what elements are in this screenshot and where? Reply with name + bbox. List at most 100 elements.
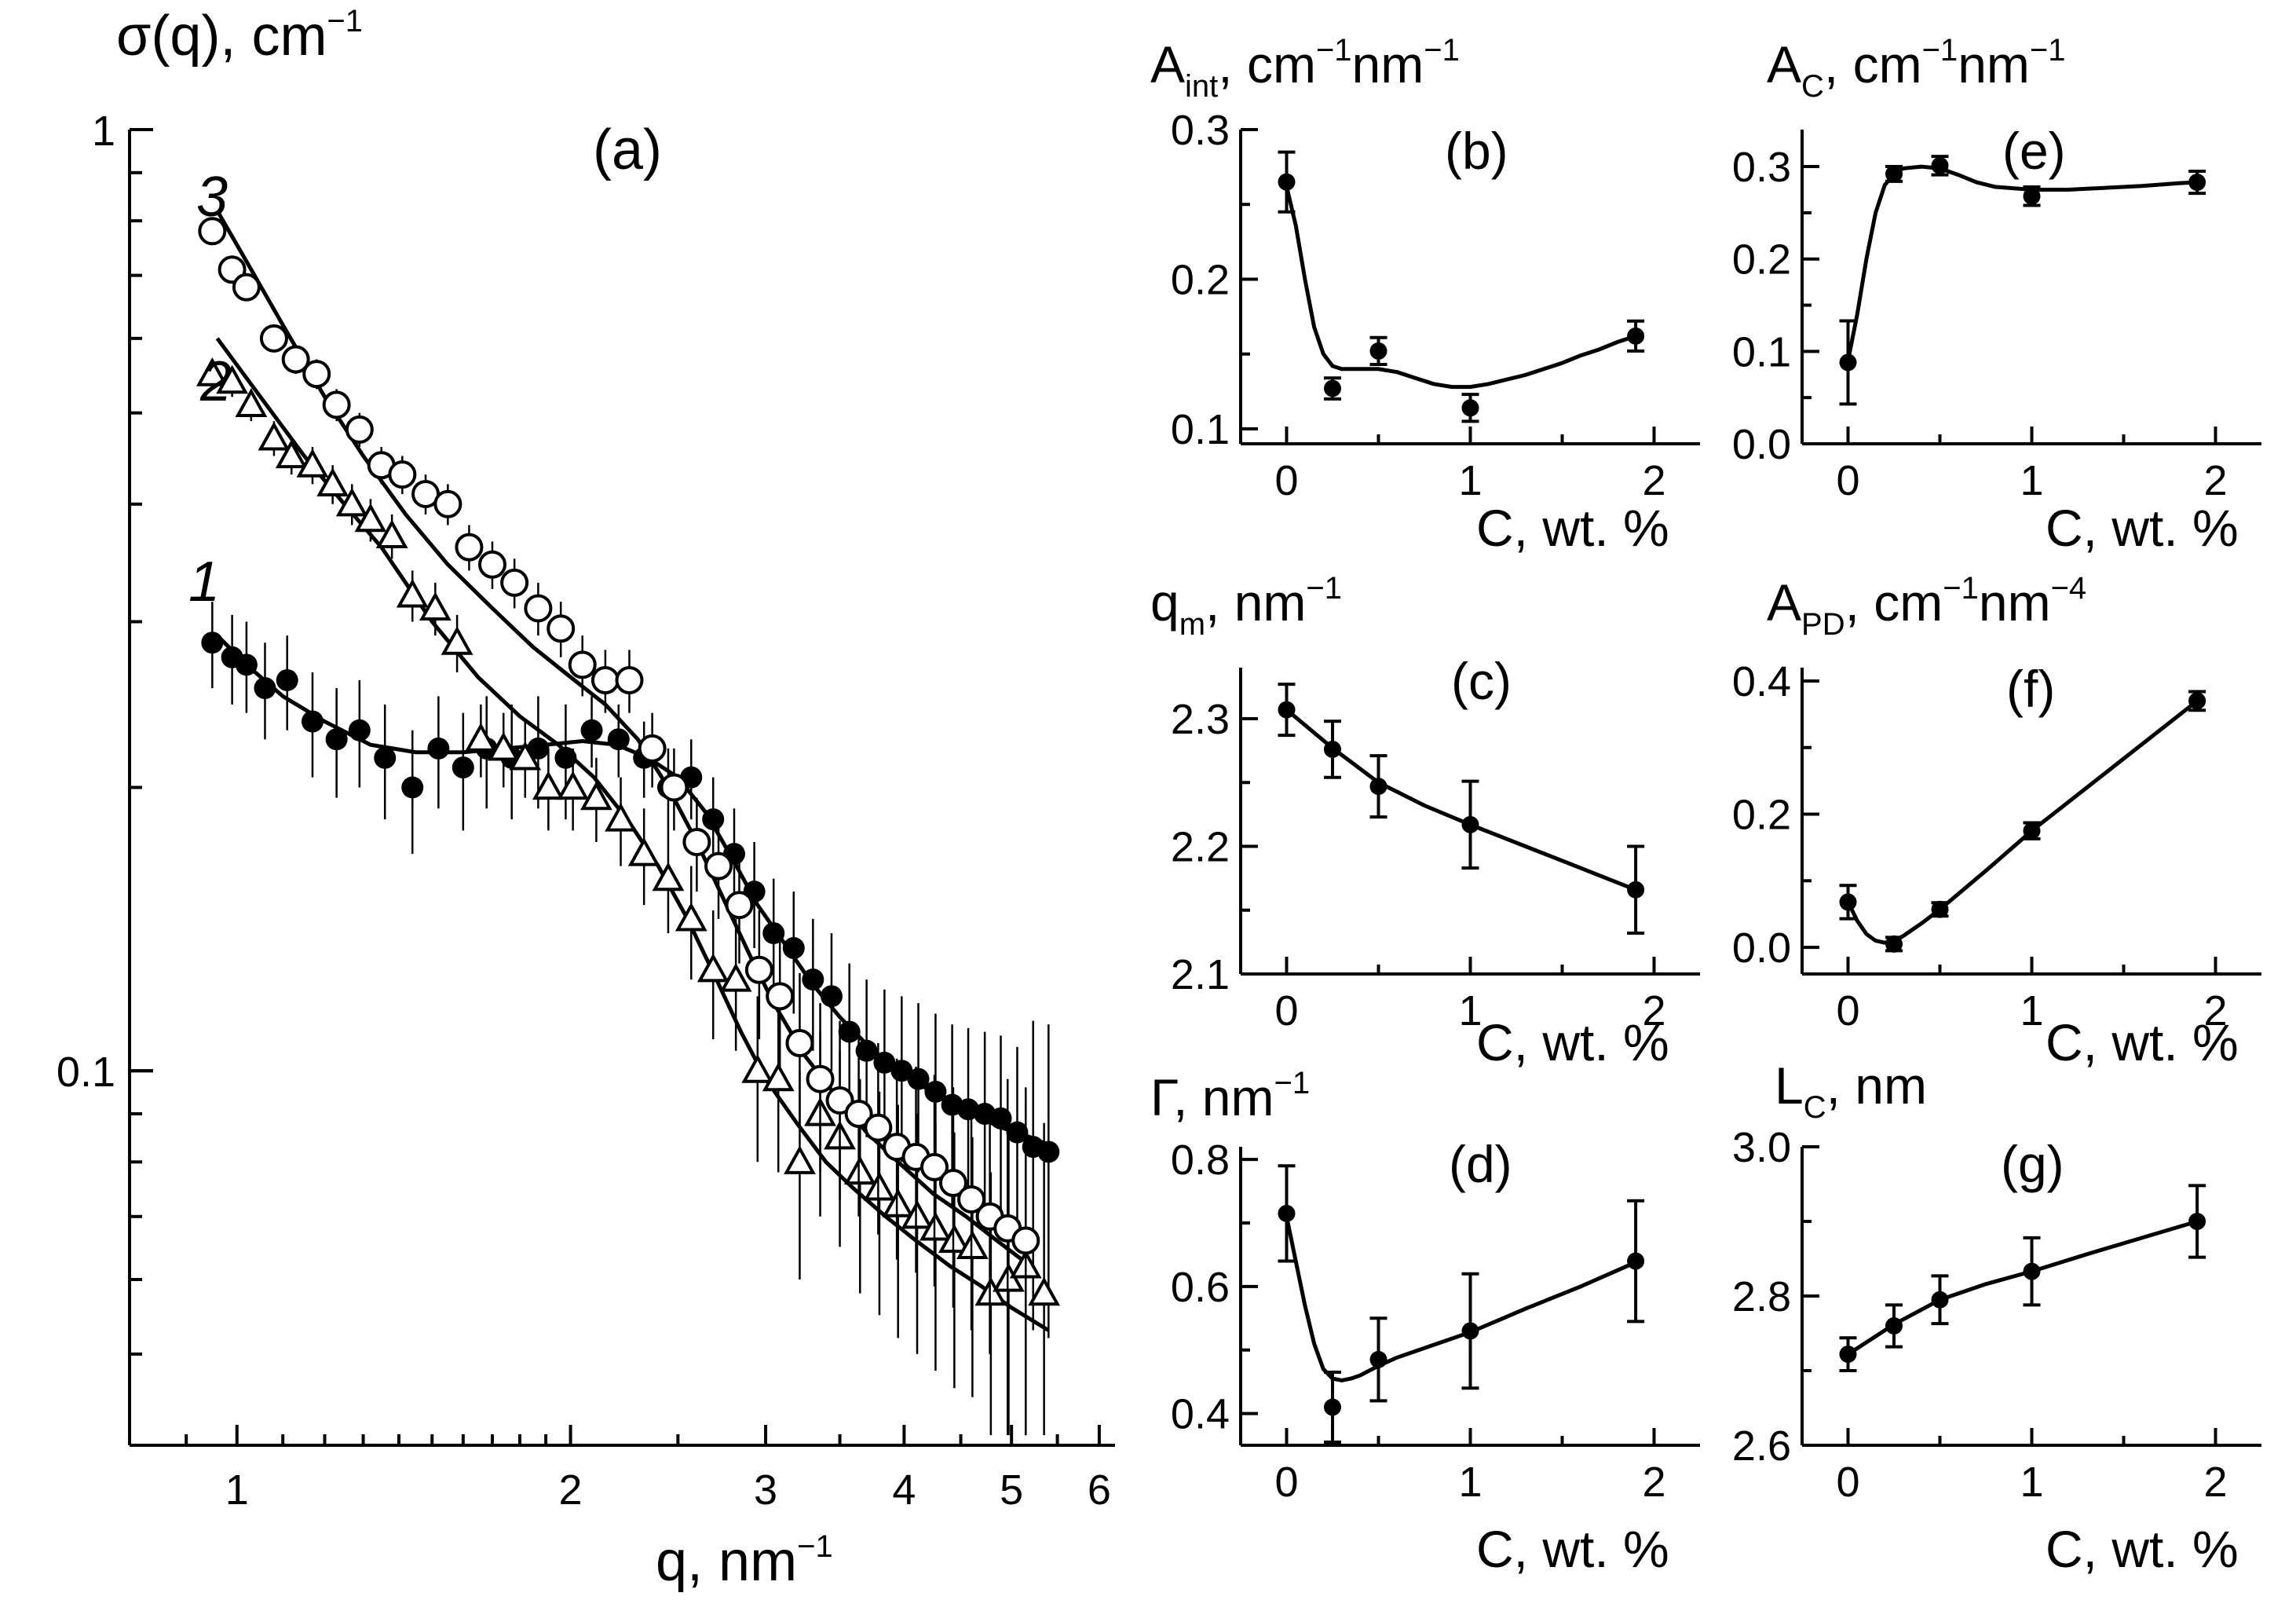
- panel-g-y-tick-label: 3.0: [1732, 1124, 1791, 1171]
- data-point-series-1: [374, 746, 397, 769]
- data-point-series-1: [762, 922, 785, 945]
- panel-e-y-tick-label: 0.1: [1732, 328, 1791, 375]
- data-point-series-3: [785, 1028, 814, 1057]
- data-point-series-3: [302, 360, 331, 389]
- panel-f-y-title: APD, cm−1nm−4: [1767, 571, 2086, 642]
- data-point-series-3: [682, 827, 711, 856]
- panel-g-y-tick-label: 2.8: [1732, 1273, 1791, 1320]
- data-point-series-2: [675, 902, 707, 932]
- panel-e-fit-curve: [1846, 164, 2198, 361]
- panel-g-fit-curve: [1847, 1219, 2198, 1357]
- data-point-series-3: [704, 851, 733, 881]
- panel-c-data-point: [1627, 881, 1645, 899]
- data-point-series-2: [741, 1054, 774, 1083]
- data-point-series-2: [1028, 1276, 1061, 1306]
- panel-a-axes: 1 2 3 4 5 6 0.1 1: [57, 108, 1115, 1514]
- panel-e-data-point: [1931, 156, 1949, 174]
- panel-c-y-title: qm, nm−1: [1150, 571, 1342, 642]
- panel-d-x-title: C, wt. %: [1476, 1520, 1669, 1578]
- panel-g-data-point: [1931, 1291, 1949, 1309]
- curve-label-1: 1: [188, 551, 220, 613]
- data-point-series-1: [554, 746, 577, 769]
- data-point-series-2: [719, 962, 752, 992]
- data-point-series-3: [477, 550, 506, 579]
- panel-c-data-point: [1461, 815, 1479, 833]
- panel-c-data-point: [1278, 701, 1296, 719]
- panel-d-fit-curve: [1285, 1216, 1637, 1383]
- data-point-series-2: [762, 1062, 795, 1092]
- curve-label-3: 3: [196, 166, 228, 229]
- data-point-series-3: [638, 734, 667, 763]
- panel-f-data-point: [1931, 900, 1949, 918]
- data-point-series-3: [455, 533, 484, 562]
- data-point-series-3: [1011, 1226, 1040, 1255]
- data-point-series-3: [524, 594, 553, 623]
- panel-g-data-point: [1839, 1346, 1857, 1364]
- data-point-series-3: [433, 489, 462, 518]
- data-point-series-2: [843, 1155, 876, 1185]
- panel-g-data-point: [2023, 1262, 2041, 1280]
- data-point-series-1: [907, 1067, 930, 1090]
- panel-b-x-tick-label: 0: [1274, 457, 1298, 504]
- data-point-series-2: [258, 421, 291, 451]
- panel-c-x-title: C, wt. %: [1476, 1013, 1669, 1071]
- data-point-series-1: [401, 776, 424, 799]
- data-point-series-2: [396, 578, 429, 608]
- data-point-series-2: [579, 781, 612, 811]
- data-point-series-2: [652, 862, 685, 892]
- panel-f-x-tick-label: 1: [2020, 987, 2043, 1034]
- data-point-series-3: [744, 955, 773, 984]
- panel-a-data-points: [196, 217, 1061, 1436]
- data-point-series-2: [882, 1188, 915, 1217]
- panel-g-data-point: [2188, 1213, 2206, 1230]
- panel-g-x-tick-label: 0: [1836, 1459, 1859, 1506]
- panel-b-data-point: [1369, 342, 1387, 360]
- data-point-series-3: [259, 324, 288, 353]
- panel-f-fit-curve: [1846, 699, 2199, 945]
- panel-b-x-title: C, wt. %: [1476, 499, 1669, 557]
- panel-c-fit-curve: [1285, 708, 1637, 892]
- data-point-series-3: [281, 345, 310, 374]
- data-point-series-1: [802, 968, 824, 991]
- panel-b-x-tick-label: 1: [1458, 457, 1482, 504]
- data-point-series-1: [427, 737, 450, 760]
- data-point-series-3: [660, 773, 689, 802]
- panel-a-chart: 1 2 3 4 5 6 0.1 1 σ(q), cm−1 (a) q, nm−1 3 2 1: [57, 4, 1115, 1593]
- data-point-series-2: [605, 802, 637, 832]
- panel-d-data-point: [1369, 1350, 1387, 1368]
- panel-d-x-tick-label: 0: [1274, 1459, 1298, 1506]
- panel-g-x-tick-label: 1: [2020, 1459, 2043, 1506]
- data-point-series-2: [532, 771, 565, 800]
- panel-e-x-tick-label: 0: [1836, 457, 1859, 504]
- panel-d-x-tick-label: 2: [1642, 1459, 1665, 1506]
- data-point-series-1: [957, 1098, 980, 1121]
- panel-a-x-tick-label: 5: [1000, 1466, 1023, 1514]
- data-point-series-2: [296, 449, 329, 478]
- data-point-series-2: [938, 1224, 971, 1254]
- data-point-series-2: [441, 626, 473, 655]
- panel-a-x-tick-label: 2: [559, 1466, 583, 1514]
- panel-g-data-point: [1885, 1317, 1903, 1335]
- panel-b-data-point: [1461, 399, 1479, 417]
- panel-f-label: (f): [2006, 660, 2055, 718]
- panel-b-data-point: [1627, 327, 1645, 345]
- data-point-series-1: [254, 677, 276, 700]
- panel-d-x-tick-label: 1: [1458, 1459, 1482, 1506]
- panel-d-data-point: [1461, 1322, 1479, 1340]
- data-point-series-3: [919, 1152, 949, 1181]
- panel-e-y-tick-label: 0.0: [1732, 421, 1791, 468]
- data-point-series-1: [989, 1107, 1012, 1130]
- panel-d-data-point: [1324, 1398, 1341, 1416]
- data-point-series-2: [784, 1145, 816, 1174]
- panel-a-x-tick-label: 4: [892, 1466, 916, 1514]
- data-point-series-1: [838, 1020, 861, 1043]
- panel-e-data-point: [2188, 174, 2206, 192]
- data-point-series-2: [487, 731, 520, 761]
- data-point-series-1: [201, 632, 224, 654]
- data-point-series-1: [702, 808, 725, 831]
- panel-d-y-tick-label: 0.4: [1171, 1391, 1230, 1438]
- data-point-series-3: [568, 650, 597, 679]
- data-point-series-2: [509, 741, 542, 771]
- data-point-series-2: [901, 1199, 934, 1229]
